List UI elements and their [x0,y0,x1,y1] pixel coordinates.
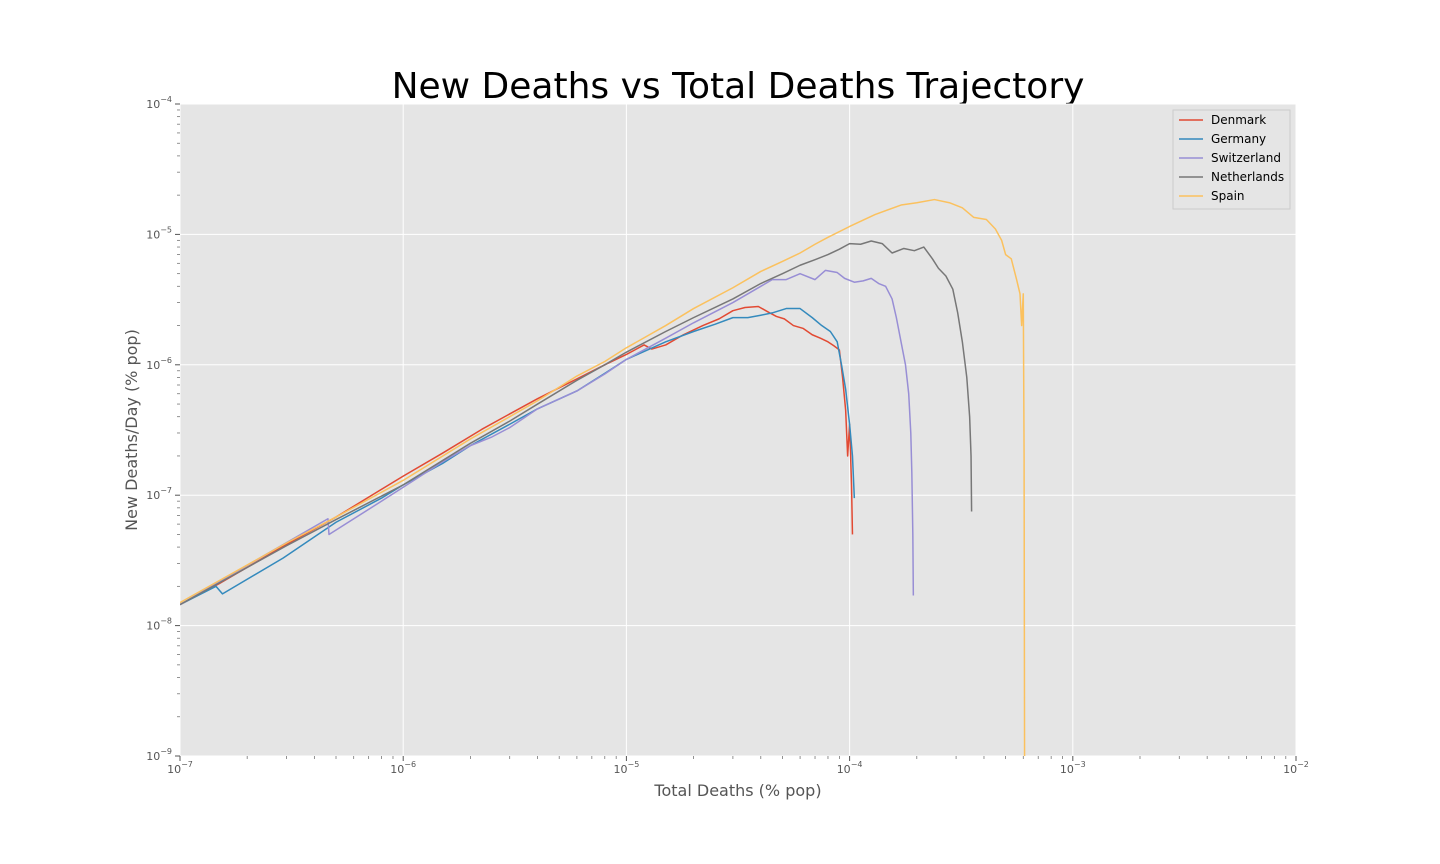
x-tick-label: 10−2 [1283,760,1309,776]
x-tick-label: 10−6 [390,760,416,776]
y-tick-label: 10−6 [146,356,172,372]
y-tick-label: 10−8 [146,617,172,633]
series-line-netherlands [180,240,973,606]
x-tick-label: 10−7 [167,760,193,776]
series-layer [180,198,1026,756]
legend-box [1172,109,1291,210]
legend: Denmark Germany Switzerland Netherlands Spai… [1172,109,1291,210]
grid [179,103,1297,757]
legend-label: Netherlands [1211,170,1284,184]
y-tick-label: 10−4 [146,95,172,111]
series-line-germany [180,307,856,606]
x-tick-label: 10−3 [1060,760,1086,776]
plot-area [180,104,1296,756]
axis-ticks: 10−7 10−6 10−5 10−4 10−3 10−2 10−9 10−8 10−7 10−6… [146,95,1309,776]
series-line-switzerland [180,269,915,606]
legend-label: Switzerland [1211,151,1281,165]
y-tick-label: 10−7 [146,486,172,502]
legend-label: Germany [1211,132,1266,146]
x-tick-label: 10−4 [837,760,863,776]
series-line-spain [180,198,1026,756]
x-axis-label: Total Deaths (% pop) [653,781,821,800]
y-tick-label: 10−9 [146,747,172,763]
x-tick-label: 10−5 [614,760,640,776]
y-tick-label: 10−5 [146,225,172,241]
chart-title: New Deaths vs Total Deaths Trajectory [392,66,1085,107]
y-axis-label: New Deaths/Day (% pop) [122,329,141,531]
legend-label: Denmark [1211,113,1266,127]
legend-label: Spain [1211,189,1245,203]
